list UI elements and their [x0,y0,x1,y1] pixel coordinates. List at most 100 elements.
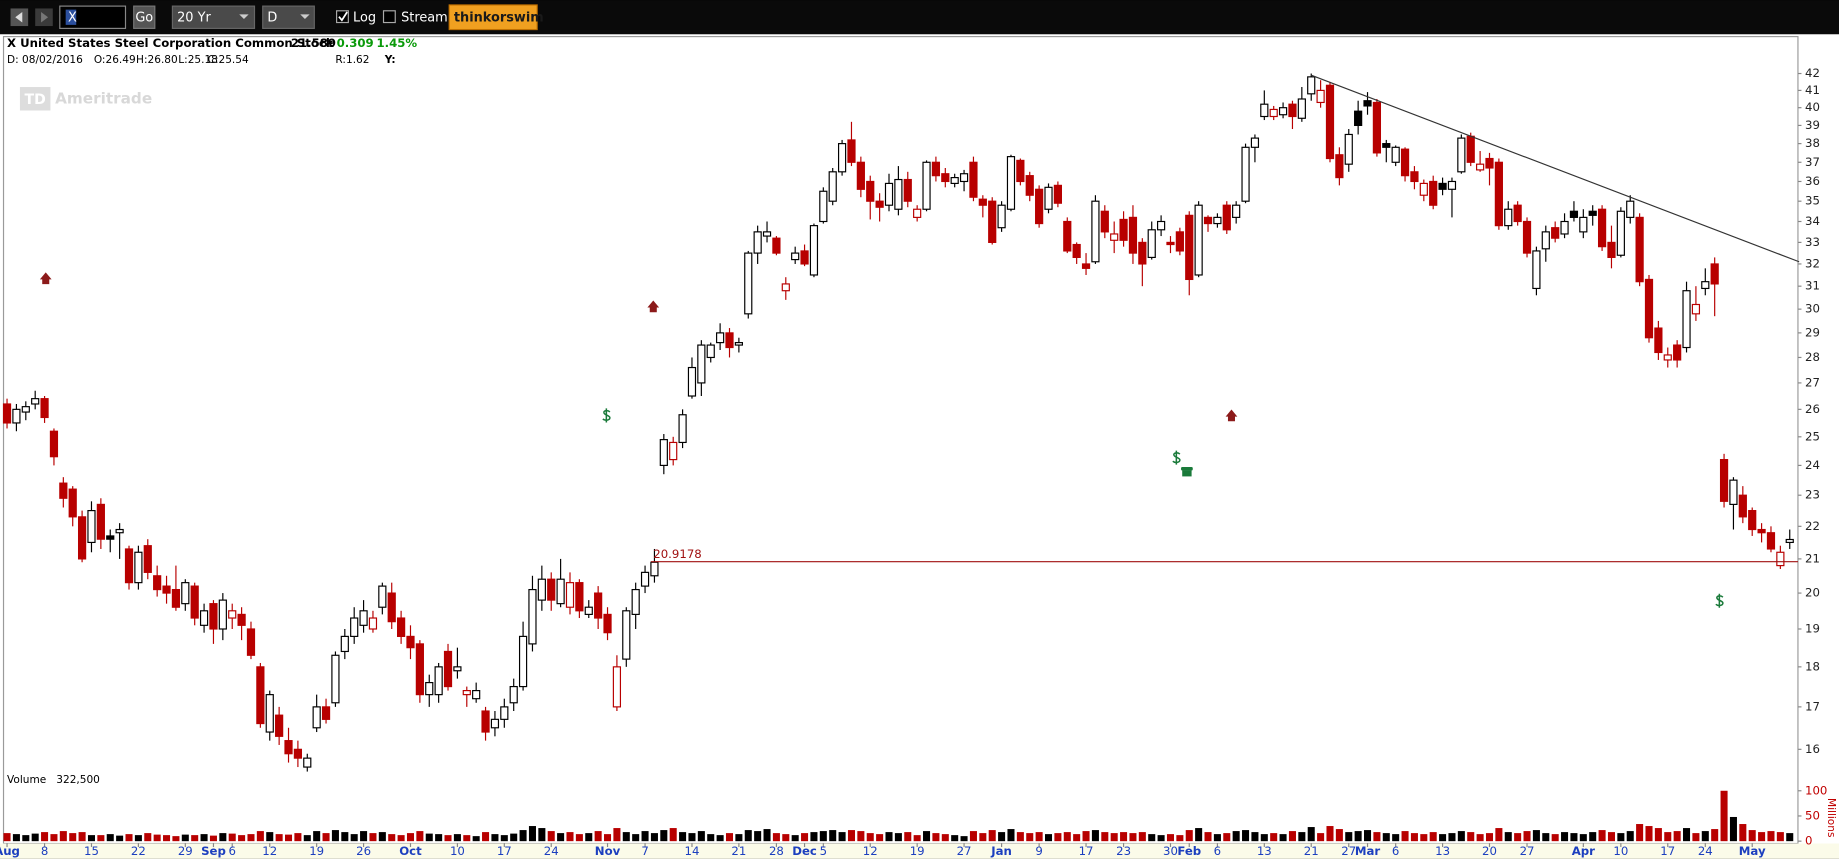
volume-axis-label: Millions [1825,798,1837,837]
candle-body [321,706,331,720]
candle-body [1006,156,1016,210]
volume-bar [41,832,49,842]
candle-body [856,161,865,190]
volume-bar [735,834,743,842]
candle-body [1738,494,1747,518]
candle-body [1551,227,1560,239]
volume-bar [1204,832,1212,842]
candle-body [1776,551,1785,567]
candle-body [978,198,987,206]
candle-body [631,588,640,615]
candle-body [1025,175,1034,196]
candle-body [425,682,434,696]
candle-body [1344,133,1353,165]
candle-body [1682,290,1691,349]
candle-body [472,690,481,700]
volume-bar [1485,833,1494,842]
candle-body [312,706,321,729]
volume-bar [1542,833,1550,842]
volume-bar [1514,833,1522,842]
candle-body [612,666,622,708]
volume-bar [491,834,499,842]
x-tick-label: 27 [1341,844,1356,858]
candle-body [481,710,490,733]
log-checkbox[interactable] [336,10,349,24]
cursor-date: D: 08/02/2016 [7,54,83,66]
volume-bar [1439,834,1447,842]
net-change: 0.309 [337,36,374,50]
period-dropdown[interactable] [171,5,256,29]
thinkorswim-button[interactable] [448,4,538,31]
candle-body [350,617,359,637]
stream-checkbox[interactable] [382,10,396,24]
candle-body [791,252,800,261]
candle-body [931,161,941,177]
candle-body [744,252,753,315]
volume-bar [238,835,246,842]
candle-body [1569,210,1579,218]
candle-body [1626,200,1635,218]
candle-body [406,635,415,649]
volume-bar [847,830,855,842]
volume-bar [341,832,349,842]
volume-bar [913,835,921,842]
volume-bar [650,833,658,842]
volume-bar [153,834,161,842]
candle-body [884,182,894,206]
phone-base [1182,470,1192,477]
volume-bar [406,833,415,842]
volume-bar [266,832,274,842]
volume-bar [1692,833,1700,842]
volume-bar [97,835,105,842]
volume-title: Volume [7,774,46,786]
volume-bar [557,833,565,842]
volume-bar [1523,831,1531,842]
volume-bar [838,832,846,842]
candle-body [969,161,978,198]
candle-body [162,585,171,594]
x-tick-label: 17 [1660,844,1675,858]
forward-arrow [41,11,49,23]
y-tick-label: 28 [1805,350,1820,364]
candle-body [1429,180,1438,206]
cursor-high: H:26.80 [136,54,178,66]
volume-bar [1364,830,1372,842]
candle-body [1072,243,1081,259]
candle-body [1701,281,1710,290]
candle-body [547,578,556,601]
volume-bar [894,833,902,842]
candle-body [1185,214,1194,281]
candle-body [303,757,312,768]
interval-dropdown[interactable] [262,5,315,29]
candle-body [256,666,265,725]
candle-body [706,344,715,359]
x-tick-label: Dec [792,844,817,858]
volume-bar [1288,831,1296,842]
x-tick-label: 24 [1698,844,1713,858]
volume-bar [1101,832,1109,842]
go-button[interactable] [133,5,156,29]
x-tick-label: 29 [178,844,193,858]
volume-bar [819,831,827,842]
volume-bar [782,834,790,842]
volume-bar [172,836,180,842]
volume-bar [622,832,630,842]
volume-bar [725,833,734,842]
x-tick-label: Sep [201,844,226,858]
y-tick-label: 24 [1805,458,1820,472]
volume-bar [59,831,67,842]
candle-body [1063,220,1072,252]
volume-bar [87,835,95,842]
volume-bar [181,834,189,842]
x-tick-label: 27 [1520,844,1535,858]
volume-bar [191,835,199,842]
volume-bar [444,835,452,842]
volume-bar [951,835,959,842]
stream-label: Stream [401,10,448,25]
candle-body [1091,200,1100,263]
volume-last: 322,500 [56,774,100,786]
candle-body [640,571,650,587]
candle-body [2,403,12,424]
volume-bar [632,834,640,842]
